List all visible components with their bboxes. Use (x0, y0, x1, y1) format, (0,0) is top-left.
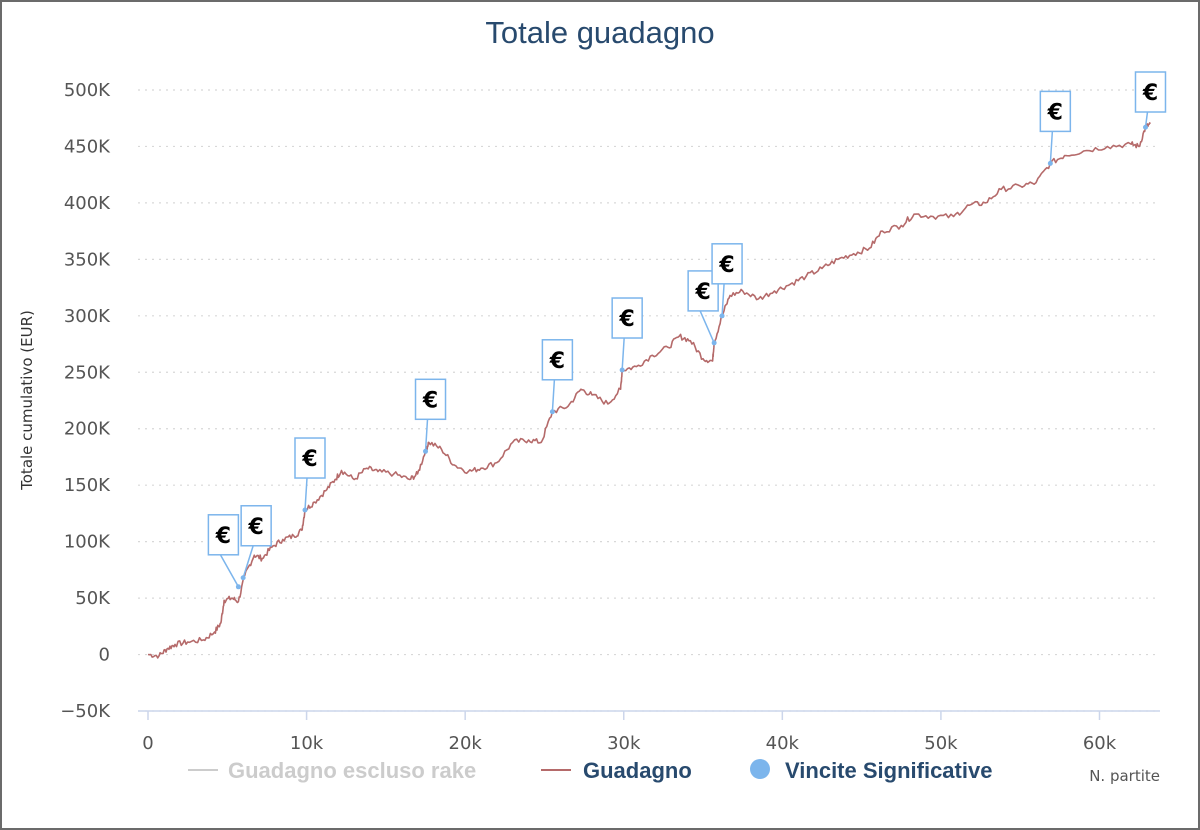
significant-win-point[interactable] (719, 313, 725, 319)
x-tick-label: 40k (766, 733, 800, 754)
legend-label: Guadagno escluso rake (228, 758, 476, 783)
y-tick-label: −50K (60, 701, 111, 722)
x-tick-label: 10k (290, 733, 324, 754)
significant-win-point[interactable] (235, 584, 241, 590)
flag-euro-label: € (1047, 100, 1063, 125)
legend-label: Vincite Significative (785, 758, 992, 783)
significant-win-point[interactable] (240, 575, 246, 581)
flag-box (611, 297, 643, 339)
significant-win-point[interactable] (549, 409, 555, 415)
legend-label: Guadagno (583, 758, 692, 783)
flag-pole (219, 554, 240, 588)
flag-box (687, 270, 719, 312)
series-line-guadagno[interactable] (147, 122, 1151, 659)
significant-win-flag[interactable]: € (711, 243, 743, 319)
legend-circle-icon (750, 759, 770, 779)
y-tick-label: 300K (64, 306, 111, 327)
y-axis-ticks: −50K 0 50K 100K 150K 200K 250K 300K 350K 400K 450K… (60, 80, 111, 722)
flag-box (240, 505, 272, 547)
significant-win-point[interactable] (423, 448, 429, 454)
significant-win-point[interactable] (711, 340, 717, 346)
flag-euro-label: € (422, 388, 438, 413)
significant-win-flag[interactable]: € (240, 505, 272, 581)
flag-box (541, 339, 574, 381)
flag-box (711, 243, 743, 285)
flag-euro-label: € (549, 349, 565, 374)
flag-pole (1144, 111, 1149, 128)
x-tick-label: 0 (142, 733, 153, 754)
flag-pole (621, 337, 625, 371)
flag-pole (242, 545, 254, 578)
legend-item-rake-excluded[interactable]: Guadagno escluso rake (188, 758, 476, 783)
x-tick-label: 20k (449, 733, 483, 754)
flag-box (207, 514, 240, 556)
x-tick-label: 50k (924, 733, 958, 754)
series-layer (147, 122, 1151, 659)
y-tick-label: 250K (64, 362, 111, 383)
y-tick-label: 0 (99, 645, 110, 666)
flag-pole (699, 310, 715, 344)
significant-win-point[interactable] (1047, 160, 1053, 166)
significant-win-flag[interactable]: € (1039, 90, 1072, 166)
flag-pole (721, 283, 725, 316)
flag-euro-label: € (1142, 81, 1158, 106)
y-tick-label: 100K (64, 532, 111, 553)
significant-win-flag[interactable]: € (541, 339, 574, 415)
flag-box (294, 437, 326, 479)
significant-win-flag[interactable]: € (687, 270, 719, 346)
significant-wins-layer: € € € € € € € € € € (207, 71, 1167, 590)
y-tick-label: 50K (75, 588, 111, 609)
flag-pole (304, 477, 308, 511)
x-axis: 0 10k 20k 30k 40k 50k 60k (138, 710, 1160, 754)
significant-win-point[interactable] (619, 367, 625, 373)
flag-pole (551, 379, 556, 412)
flag-euro-label: € (718, 253, 734, 278)
chart-title: Totale guadagno (485, 15, 714, 50)
significant-win-point[interactable] (302, 507, 308, 513)
flag-euro-label: € (301, 447, 317, 472)
legend: Guadagno escluso rake Guadagno Vincite S… (188, 758, 992, 783)
y-tick-label: 350K (64, 249, 111, 270)
y-tick-label: 150K (64, 475, 111, 496)
grid-lines (138, 89, 1160, 712)
flag-euro-label: € (215, 524, 231, 549)
significant-win-flag[interactable]: € (611, 297, 643, 373)
y-tick-label: 400K (64, 193, 111, 214)
x-axis-label: N. partite (1089, 767, 1160, 785)
significant-win-flag[interactable]: € (1134, 71, 1167, 130)
flag-pole (1049, 131, 1054, 164)
flag-box (1039, 90, 1072, 133)
x-tick-label: 60k (1083, 733, 1117, 754)
significant-win-point[interactable] (1142, 124, 1148, 130)
legend-item-guadagno[interactable]: Guadagno (541, 758, 692, 783)
significant-win-flag[interactable]: € (207, 514, 241, 590)
significant-win-flag[interactable]: € (294, 437, 326, 513)
significant-win-flag[interactable]: € (414, 378, 447, 454)
y-tick-label: 450K (64, 136, 111, 157)
flag-euro-label: € (619, 307, 635, 332)
y-tick-label: 500K (64, 80, 111, 101)
x-tick-label: 30k (607, 733, 641, 754)
flag-euro-label: € (247, 515, 263, 540)
legend-item-significant-wins[interactable]: Vincite Significative (750, 758, 992, 783)
flag-euro-label: € (694, 280, 710, 305)
flag-box (414, 378, 447, 421)
y-tick-label: 200K (64, 419, 111, 440)
flag-pole (424, 419, 429, 452)
flag-box (1134, 71, 1167, 113)
y-axis-label: Totale cumulativo (EUR) (18, 310, 36, 491)
